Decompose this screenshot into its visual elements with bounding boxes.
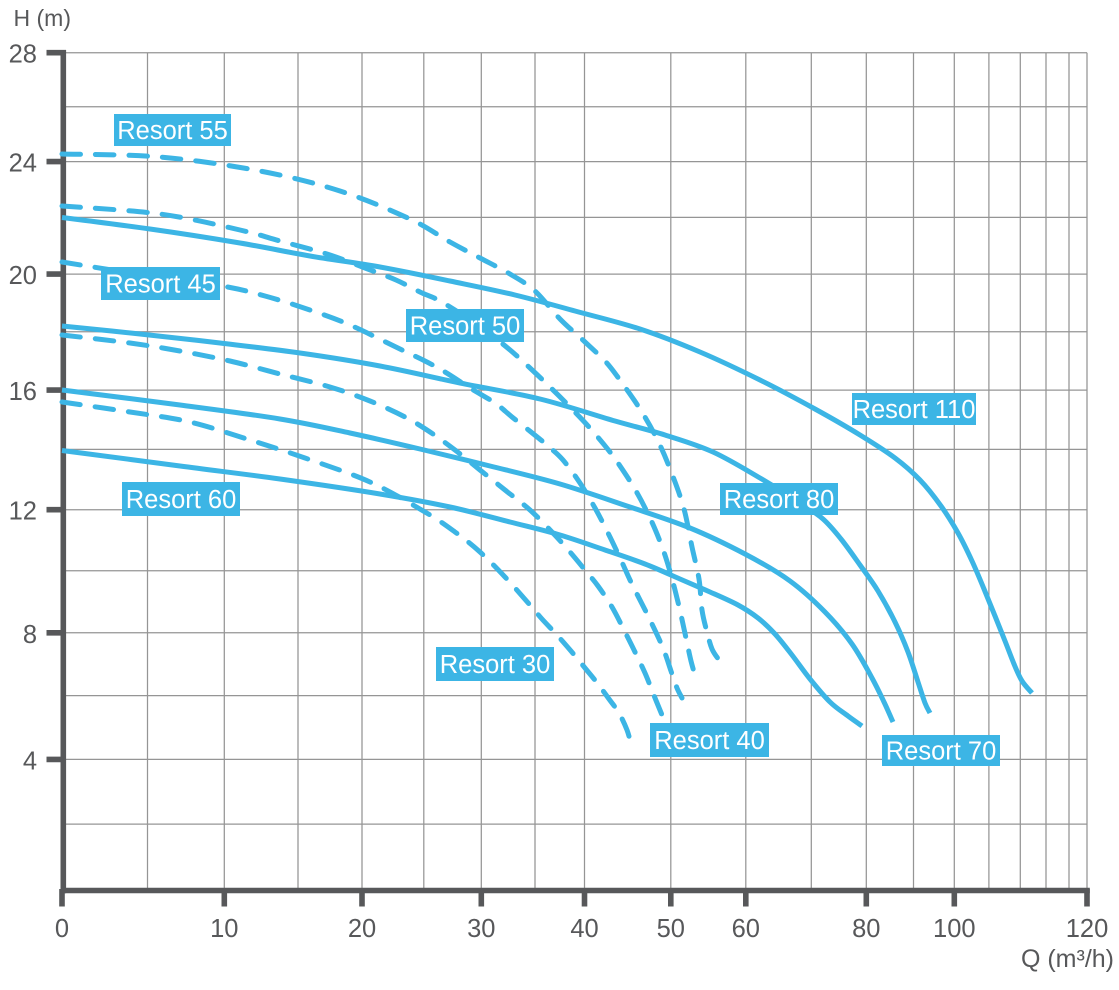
svg-text:28: 28 xyxy=(9,41,37,69)
svg-text:Resort 110: Resort 110 xyxy=(853,396,976,424)
svg-text:8: 8 xyxy=(23,621,37,649)
svg-text:Resort 50: Resort 50 xyxy=(410,313,521,341)
svg-text:0: 0 xyxy=(55,915,69,943)
svg-text:20: 20 xyxy=(348,915,376,943)
svg-text:100: 100 xyxy=(933,915,976,943)
svg-text:50: 50 xyxy=(657,915,685,943)
svg-text:Resort 55: Resort 55 xyxy=(117,117,228,145)
svg-text:20: 20 xyxy=(9,262,37,290)
svg-text:80: 80 xyxy=(852,915,880,943)
svg-text:60: 60 xyxy=(732,915,760,943)
svg-text:40: 40 xyxy=(570,915,598,943)
svg-text:Resort 80: Resort 80 xyxy=(724,486,835,514)
svg-text:Resort 30: Resort 30 xyxy=(440,651,551,679)
svg-text:Q (m³/h): Q (m³/h) xyxy=(1021,945,1114,973)
svg-text:30: 30 xyxy=(467,915,495,943)
svg-text:10: 10 xyxy=(210,915,238,943)
svg-text:4: 4 xyxy=(23,747,37,775)
svg-text:Resort 45: Resort 45 xyxy=(105,271,216,299)
svg-text:24: 24 xyxy=(9,150,37,178)
svg-text:12: 12 xyxy=(9,498,37,526)
svg-text:H (m): H (m) xyxy=(14,5,71,31)
svg-text:16: 16 xyxy=(9,378,37,406)
svg-text:Resort 70: Resort 70 xyxy=(886,738,997,766)
svg-text:Resort 60: Resort 60 xyxy=(126,486,237,514)
svg-text:Resort 40: Resort 40 xyxy=(654,727,765,755)
svg-text:120: 120 xyxy=(1066,915,1109,943)
